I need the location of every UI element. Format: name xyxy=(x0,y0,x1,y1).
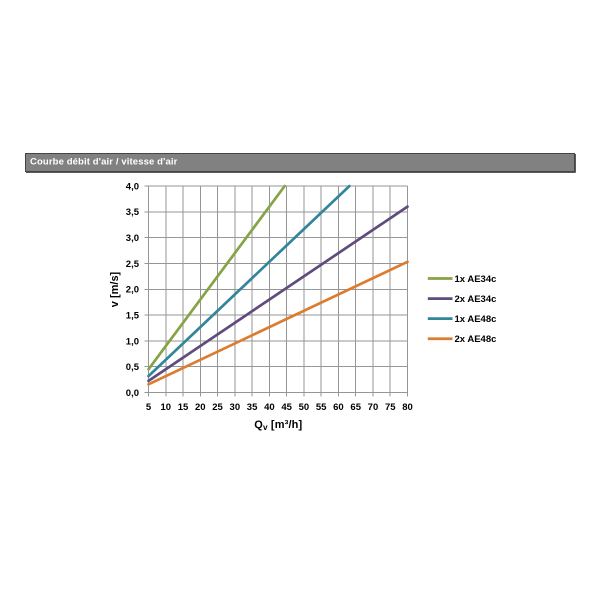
svg-text:0,0: 0,0 xyxy=(126,388,139,399)
svg-text:3,5: 3,5 xyxy=(126,207,140,218)
svg-text:55: 55 xyxy=(316,402,327,413)
svg-text:2,0: 2,0 xyxy=(126,285,139,296)
svg-text:30: 30 xyxy=(230,402,241,413)
svg-text:Courbe débit d'air / vitesse d: Courbe débit d'air / vitesse d'air xyxy=(30,157,178,168)
svg-text:4,0: 4,0 xyxy=(126,181,139,192)
svg-text:35: 35 xyxy=(247,402,258,413)
svg-text:75: 75 xyxy=(385,402,396,413)
svg-text:60: 60 xyxy=(333,402,344,413)
svg-text:3,0: 3,0 xyxy=(126,233,139,244)
svg-text:0,5: 0,5 xyxy=(126,362,140,373)
svg-text:20: 20 xyxy=(195,402,206,413)
svg-text:v [m/s]: v [m/s] xyxy=(109,271,121,307)
svg-text:65: 65 xyxy=(350,402,361,413)
svg-text:2x AE34c: 2x AE34c xyxy=(455,294,497,305)
svg-text:1x AE34c: 1x AE34c xyxy=(455,274,497,285)
svg-text:1x AE48c: 1x AE48c xyxy=(455,314,497,325)
svg-text:40: 40 xyxy=(264,402,275,413)
svg-text:25: 25 xyxy=(212,402,223,413)
svg-text:1,5: 1,5 xyxy=(126,310,140,321)
svg-text:2,5: 2,5 xyxy=(126,259,140,270)
svg-text:15: 15 xyxy=(178,402,189,413)
svg-text:70: 70 xyxy=(368,402,379,413)
svg-text:10: 10 xyxy=(160,402,171,413)
svg-text:5: 5 xyxy=(146,402,152,413)
svg-text:50: 50 xyxy=(299,402,310,413)
svg-text:2x AE48c: 2x AE48c xyxy=(455,334,497,345)
svg-text:1,0: 1,0 xyxy=(126,336,139,347)
svg-text:80: 80 xyxy=(402,402,413,413)
svg-text:Qv [m³/h]: Qv [m³/h] xyxy=(254,419,302,432)
svg-text:45: 45 xyxy=(281,402,292,413)
